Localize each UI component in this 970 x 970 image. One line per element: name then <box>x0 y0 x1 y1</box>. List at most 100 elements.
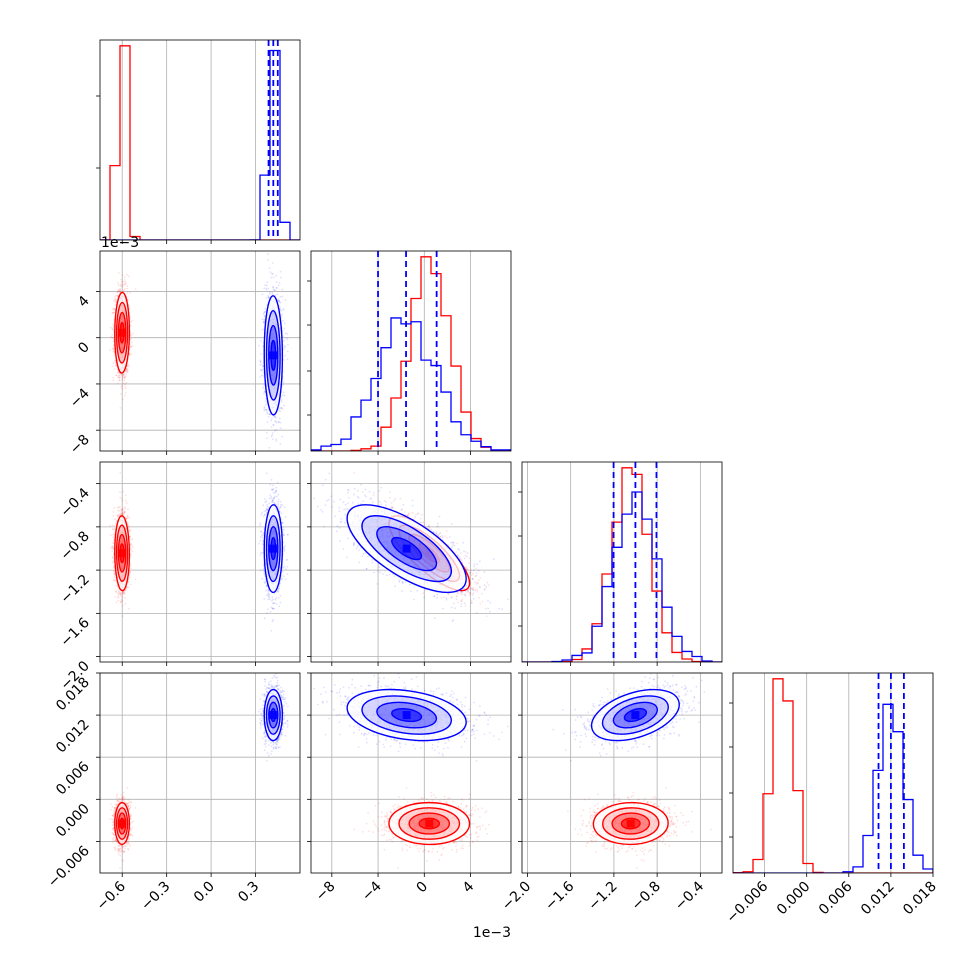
sample-point <box>130 320 133 323</box>
sample-point <box>112 348 114 350</box>
sample-point <box>114 359 116 362</box>
sample-point <box>277 457 279 459</box>
sample-point <box>119 289 122 292</box>
sample-point <box>122 374 125 376</box>
sample-point <box>120 497 123 500</box>
sample-point <box>126 285 129 287</box>
sample-point <box>130 583 132 586</box>
sample-point <box>266 409 268 411</box>
sample-point <box>111 311 114 314</box>
sample-point <box>117 374 120 377</box>
histogram-blue <box>522 491 722 662</box>
sample-point <box>112 323 114 326</box>
sample-point <box>260 363 263 365</box>
sample-point <box>123 377 126 380</box>
sample-point <box>113 524 116 527</box>
sample-point <box>115 374 118 376</box>
sample-point <box>117 594 120 596</box>
sample-point <box>112 308 114 311</box>
sample-point <box>132 332 134 335</box>
sample-point <box>113 506 116 509</box>
sample-point <box>282 404 285 407</box>
sample-point <box>271 241 273 243</box>
sample-point <box>122 375 125 378</box>
sample-point <box>120 374 123 377</box>
sample-point <box>281 394 284 397</box>
sample-point <box>271 291 273 294</box>
sample-point <box>124 392 127 394</box>
sample-point <box>261 318 264 321</box>
sample-point <box>265 403 267 406</box>
sample-point <box>131 345 134 348</box>
sample-point <box>123 284 126 286</box>
sample-point <box>124 385 126 388</box>
sample-point <box>263 315 266 317</box>
sample-point <box>124 280 127 283</box>
sample-point <box>267 415 270 418</box>
sample-point <box>262 386 264 389</box>
sample-point <box>123 394 126 397</box>
sample-point <box>275 428 278 431</box>
sample-point <box>279 427 282 430</box>
sample-point <box>126 502 128 504</box>
sample-point <box>125 368 128 371</box>
sample-point <box>270 426 273 428</box>
sample-point <box>113 299 116 302</box>
sample-point <box>124 387 127 390</box>
sample-point <box>278 282 281 285</box>
sample-point <box>266 437 268 439</box>
histogram-blue <box>311 317 511 451</box>
sample-point <box>124 288 126 290</box>
sample-point <box>279 307 282 309</box>
sample-point <box>114 364 117 367</box>
sample-point <box>122 374 124 376</box>
sample-point <box>275 420 277 423</box>
sample-point <box>119 472 122 474</box>
sample-point <box>286 333 289 335</box>
sample-point <box>128 353 131 356</box>
sample-point <box>268 267 271 270</box>
sample-point <box>126 514 129 517</box>
sample-point <box>111 312 114 315</box>
sample-point <box>111 524 114 527</box>
sample-point <box>282 319 284 322</box>
sample-point <box>283 394 286 397</box>
sample-point <box>117 282 119 284</box>
sample-point <box>258 344 260 347</box>
sample-point <box>124 494 127 497</box>
sample-point <box>263 407 266 410</box>
sample-point <box>120 283 123 286</box>
sample-point <box>122 283 124 286</box>
sample-point <box>282 381 285 384</box>
sample-point <box>128 275 130 278</box>
sample-point <box>283 322 286 325</box>
sample-point <box>129 334 132 337</box>
sample-point <box>116 291 119 294</box>
sample-point <box>261 365 264 368</box>
sample-point <box>275 438 278 441</box>
sample-point <box>260 340 262 342</box>
sample-point <box>129 346 132 348</box>
diag-panel-2 <box>518 461 723 666</box>
sample-point <box>113 368 116 370</box>
sample-point <box>123 276 126 278</box>
sample-point <box>279 443 282 446</box>
sample-point <box>117 599 120 602</box>
sample-point <box>129 333 132 336</box>
sample-point <box>126 370 128 373</box>
sample-point <box>264 284 267 286</box>
sample-point <box>274 416 277 419</box>
sample-point <box>110 547 112 550</box>
sample-point <box>128 354 131 356</box>
sample-point <box>266 413 269 415</box>
sample-point <box>124 282 126 285</box>
sample-point <box>270 419 272 422</box>
sample-point <box>266 281 269 284</box>
sample-point <box>262 375 265 377</box>
sample-point <box>279 407 281 410</box>
sample-point <box>112 376 114 379</box>
sample-point <box>282 391 285 394</box>
sample-point <box>270 276 273 279</box>
sample-point <box>126 273 128 276</box>
sample-point <box>117 591 120 594</box>
